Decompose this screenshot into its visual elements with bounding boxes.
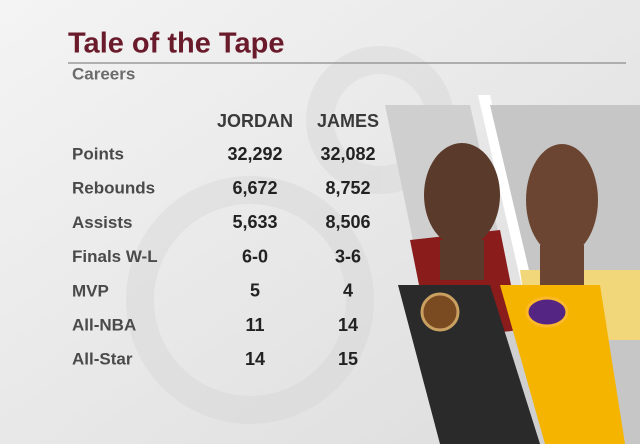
row-label: All-Star <box>72 350 133 369</box>
title: Tale of the Tape <box>68 28 284 60</box>
cell-value: 4 <box>343 281 353 301</box>
subtitle: Careers <box>72 64 135 83</box>
column-header: JAMES <box>317 111 379 131</box>
cell-value: 5,633 <box>232 212 277 232</box>
cell-value: 32,292 <box>227 144 282 164</box>
cell-value: 5 <box>250 281 260 301</box>
cell-value: 3-6 <box>335 246 361 266</box>
row-label: Finals W-L <box>72 247 158 266</box>
cell-value: 6-0 <box>242 246 268 266</box>
row-label: All-NBA <box>72 315 136 334</box>
cell-value: 14 <box>338 315 358 335</box>
row-label: MVP <box>72 281 109 300</box>
cell-value: 32,082 <box>320 144 375 164</box>
table: JORDAN JAMES Points 32,292 32,082 Rebounds 6,6… <box>72 111 379 369</box>
lakers-logo <box>525 296 569 328</box>
row-label: Rebounds <box>72 179 155 198</box>
cell-value: 14 <box>245 349 265 369</box>
cell-value: 11 <box>245 315 264 335</box>
row-label: Points <box>72 144 124 163</box>
cell-value: 8,752 <box>325 178 370 198</box>
row-label: Assists <box>72 213 132 232</box>
cell-value: 15 <box>338 349 358 369</box>
cell-value: 8,506 <box>325 212 370 232</box>
cell-value: 6,672 <box>232 178 277 198</box>
hof-logo <box>420 292 460 332</box>
stripe-gold <box>500 285 625 444</box>
column-header: JORDAN <box>217 111 293 131</box>
